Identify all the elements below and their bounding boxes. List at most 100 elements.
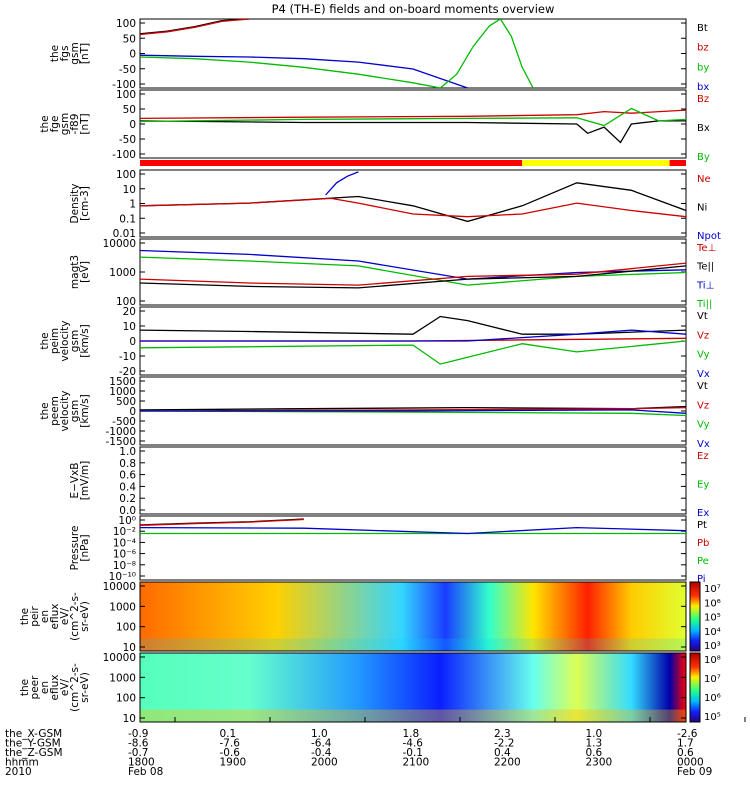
y-axis-label: [km/s] [79, 394, 91, 428]
y-tick-label: -100 [112, 79, 136, 91]
y-tick-label: 10000 [103, 581, 136, 593]
x-axis-value: -0.7 [128, 747, 149, 759]
colorbar-tick-label: 10⁸ [704, 655, 721, 666]
status-bar-yellow [522, 160, 670, 166]
series-ti-line [140, 256, 686, 286]
y-axis-label: peer [29, 675, 41, 700]
y-axis-label: [nT] [79, 113, 91, 134]
panel-7: 1.00.80.60.40.20.0 E−VxB[mV/m] Ez Ey Ex [69, 446, 709, 519]
page-title: P4 (TH-E) fields and on-board moments ov… [272, 2, 555, 16]
y-axis-label: [km/s] [79, 324, 91, 358]
y-axis-label: magt3 [69, 255, 81, 289]
legend-ne: Ne [697, 174, 711, 185]
legend-ni: Ni [697, 203, 707, 214]
y-tick-label: 10 [123, 642, 136, 654]
y-tick-label: 1000 [109, 672, 136, 684]
x-axis-value: 0000 [677, 757, 704, 769]
status-bar-red-end [669, 160, 686, 166]
legend-vz: Vz [697, 330, 709, 341]
series-by-line [140, 107, 686, 127]
legend-bt: Bt [697, 23, 708, 34]
x-axis-value: 1.0 [311, 728, 328, 740]
x-axis-value: -0.4 [311, 747, 332, 759]
y-tick-label: 20 [123, 306, 136, 318]
y-tick-label: 10⁻⁸ [113, 560, 136, 572]
series-bx-line [140, 54, 468, 88]
y-tick-label: 0.8 [119, 458, 136, 470]
y-tick-label: 10⁰ [118, 515, 136, 527]
x-axis-value: 2.3 [494, 728, 511, 740]
series-ne-line [140, 197, 686, 218]
panel-frame [139, 18, 687, 89]
x-axis-value: 2100 [403, 757, 430, 769]
y-tick-label: 500 [116, 396, 136, 408]
y-tick-label: 1500 [109, 376, 136, 388]
y-axis-label: gsm [69, 400, 81, 422]
panel-frame [139, 89, 687, 159]
series-pi-line [140, 526, 686, 535]
y-tick-label: 10⁻¹⁰ [109, 571, 136, 583]
y-tick-label: 0.2 [119, 493, 136, 505]
colorbar-tick-label: 10⁴ [704, 627, 721, 638]
x-axis-value: -0.6 [220, 747, 241, 759]
panel-9: 10000 1000 100 10 thepeirenefluxeV/(cm^2-s-s… [19, 581, 721, 654]
legend-ey: Ey [697, 480, 709, 491]
y-tick-label: -50 [119, 134, 136, 146]
y-tick-label: 0 [129, 406, 136, 418]
y-tick-label: 10 [123, 713, 136, 725]
y-axis-label: gsm [59, 113, 71, 135]
y-axis-label: velocity [59, 320, 71, 361]
x-axis-value: -7.6 [220, 738, 241, 750]
series-pb-line [140, 518, 304, 526]
y-axis-label: peir [29, 606, 41, 627]
y-axis-label: [nT] [79, 43, 91, 64]
y-axis-label: [mV/m] [79, 461, 91, 500]
colorbar [689, 581, 701, 652]
y-axis-label: the [19, 679, 31, 696]
x-axis-row-label: 2010 [5, 766, 32, 778]
y-tick-label: 0.4 [119, 481, 136, 493]
legend-ez: Ez [697, 451, 709, 462]
x-axis-value: -8.6 [128, 738, 149, 750]
y-tick-label: 50 [123, 104, 136, 116]
y-tick-label: 10⁻⁴ [113, 537, 136, 549]
y-tick-label: 10 [123, 184, 136, 196]
y-tick-label: 0 [129, 119, 136, 131]
x-axis-value: 1.3 [586, 738, 603, 750]
y-axis-label: [eV] [79, 261, 91, 283]
y-tick-label: 100 [116, 18, 136, 30]
x-axis-row-label: hhmm [5, 757, 39, 769]
y-tick-label: 0.1 [119, 213, 136, 225]
x-axis-value: -2.6 [677, 728, 698, 740]
y-axis-label: E−VxB [69, 462, 81, 498]
legend-npot: Npot [697, 231, 721, 242]
y-axis-label: en [39, 681, 51, 694]
legend-bz: bz [697, 43, 709, 54]
y-tick-label: 0.01 [113, 228, 136, 240]
x-axis-value: 2300 [586, 757, 613, 769]
y-tick-label: 50 [123, 33, 136, 45]
x-axis-value: 1.7 [677, 738, 694, 750]
y-tick-label: 100 [116, 693, 136, 705]
y-tick-label: 1 [129, 199, 136, 211]
y-axis-label: (cm^2-s- [69, 663, 81, 712]
x-axis-value: 1.0 [586, 728, 603, 740]
y-axis-label: the [39, 402, 51, 419]
y-tick-label: -1500 [105, 436, 136, 448]
x-axis-value: 2000 [311, 757, 338, 769]
y-axis-label: [cm-3] [79, 186, 91, 221]
series-vy-line [140, 410, 686, 417]
x-axis-value: 1800 [128, 757, 155, 769]
colorbar-tick-label: 10⁷ [704, 584, 721, 595]
colorbar-tick-label: 10⁵ [704, 613, 721, 624]
series-vx-line [140, 409, 686, 414]
legend-vx: Vx [697, 369, 710, 380]
series-vx-line [140, 329, 686, 342]
y-tick-label: 10000 [103, 652, 136, 664]
y-tick-label: 0.6 [119, 470, 136, 482]
colorbar-tick-label: 10⁶ [704, 693, 721, 704]
legend-vy: Vy [697, 420, 710, 431]
